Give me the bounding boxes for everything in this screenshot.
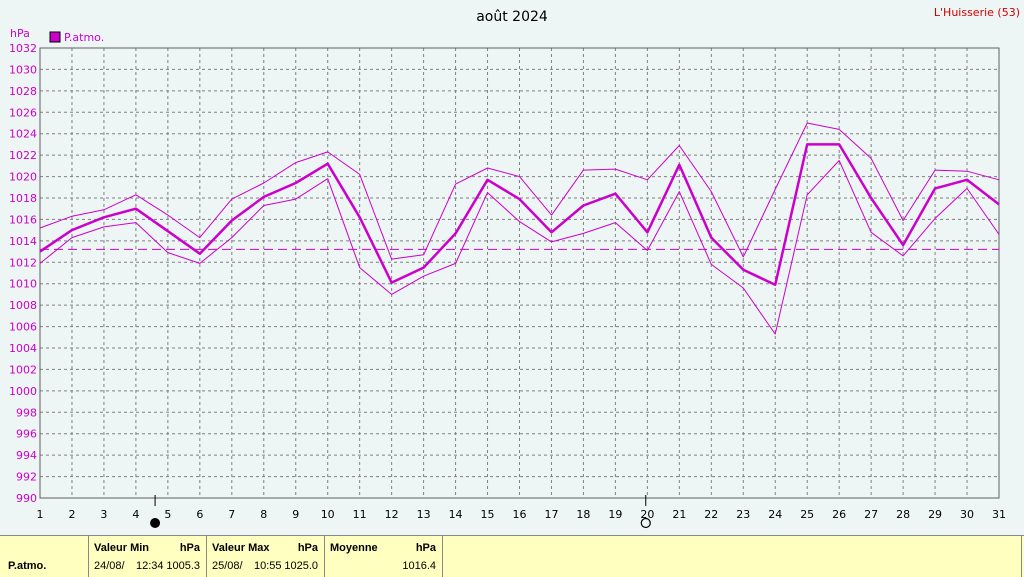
y-tick-label: 1026 xyxy=(9,106,37,119)
stats-min-unit: hPa xyxy=(179,542,200,554)
x-tick-label: 1 xyxy=(37,508,44,521)
x-tick-label: 29 xyxy=(928,508,942,521)
y-tick-label: 990 xyxy=(16,492,37,505)
x-tick-label: 28 xyxy=(896,508,910,521)
series-line-mean xyxy=(39,143,1000,287)
stats-max-label: Valeur Max xyxy=(212,542,270,554)
x-tick-label: 17 xyxy=(544,508,558,521)
y-tick-label: 1004 xyxy=(9,342,37,355)
stats-max-cell: Valeur Max hPa 25/08/ 10:55 1025.0 xyxy=(206,536,324,577)
x-tick-label: 16 xyxy=(513,508,527,521)
station-name: L'Huisserie (53) xyxy=(934,6,1020,19)
stats-max-date: 25/08/ xyxy=(212,560,243,572)
y-axis-unit: hPa xyxy=(10,27,30,40)
y-tick-label: 1030 xyxy=(9,63,37,76)
x-tick-label: 7 xyxy=(228,508,235,521)
x-tick-label: 21 xyxy=(672,508,686,521)
series-line-max xyxy=(39,122,1000,260)
stats-min-label: Valeur Min xyxy=(94,542,150,554)
x-tick-label: 10 xyxy=(321,508,335,521)
x-tick-label: 4 xyxy=(132,508,139,521)
stats-mean-label: Moyenne xyxy=(330,542,378,554)
stats-series-label: P.atmo. xyxy=(8,560,47,572)
x-tick-label: 18 xyxy=(576,508,590,521)
y-tick-label: 1008 xyxy=(9,299,37,312)
y-tick-label: 992 xyxy=(16,471,37,484)
y-tick-label: 1014 xyxy=(9,235,37,248)
y-tick-label: 1022 xyxy=(9,149,37,162)
full-moon-icon xyxy=(640,517,651,529)
y-tick-label: 1028 xyxy=(9,85,37,98)
legend-label: P.atmo. xyxy=(64,31,104,44)
x-tick-label: 15 xyxy=(481,508,495,521)
pressure-chart: août 2024 L'Huisserie (53) hPa P.atmo. 9… xyxy=(9,6,1020,529)
plot-area: 9909929949969981000100210041006100810101… xyxy=(9,42,1006,529)
series-line-min xyxy=(39,160,1000,335)
x-tick-label: 2 xyxy=(68,508,75,521)
y-tick-label: 1024 xyxy=(9,128,37,141)
x-tick-label: 6 xyxy=(196,508,203,521)
stats-mean-cell: Moyenne hPa 1016.4 xyxy=(324,536,442,577)
stats-empty-cell xyxy=(442,536,1022,577)
stats-min-date: 24/08/ xyxy=(94,560,125,572)
new-moon-icon xyxy=(150,518,161,528)
y-tick-label: 1016 xyxy=(9,213,37,226)
stats-max-time: 10:55 xyxy=(254,560,282,572)
x-tick-label: 27 xyxy=(864,508,878,521)
stats-min-cell: Valeur Min hPa 24/08/ 12:34 1005.3 xyxy=(88,536,206,577)
x-tick-label: 26 xyxy=(832,508,846,521)
y-tick-label: 1006 xyxy=(9,321,37,334)
stats-panel: P.atmo. Valeur Min hPa 24/08/ 12:34 1005… xyxy=(0,535,1024,577)
x-tick-label: 14 xyxy=(449,508,463,521)
y-tick-label: 1012 xyxy=(9,256,37,269)
y-tick-label: 1000 xyxy=(9,385,37,398)
y-tick-label: 1032 xyxy=(9,42,37,55)
y-tick-label: 998 xyxy=(16,406,37,419)
chart-title: août 2024 xyxy=(476,9,548,25)
x-tick-label: 24 xyxy=(768,508,782,521)
stats-mean-value: 1016.4 xyxy=(402,560,436,572)
x-tick-label: 9 xyxy=(292,508,299,521)
y-tick-label: 996 xyxy=(16,428,37,441)
y-tick-label: 1020 xyxy=(9,171,37,184)
x-tick-label: 5 xyxy=(164,508,171,521)
y-tick-label: 1010 xyxy=(9,278,37,291)
stats-max-value: 1025.0 xyxy=(284,560,318,572)
stats-max-unit: hPa xyxy=(297,542,318,554)
x-tick-label: 20 xyxy=(640,508,654,521)
y-tick-label: 1002 xyxy=(9,363,37,376)
x-tick-label: 11 xyxy=(353,508,367,521)
stats-min-value: 1005.3 xyxy=(166,560,200,572)
y-tick-label: 1018 xyxy=(9,192,37,205)
x-tick-label: 25 xyxy=(800,508,814,521)
x-tick-label: 23 xyxy=(736,508,750,521)
stats-mean-unit: hPa xyxy=(415,542,436,554)
x-tick-label: 3 xyxy=(100,508,107,521)
x-tick-label: 13 xyxy=(417,508,431,521)
stats-min-time: 12:34 xyxy=(136,560,164,572)
legend-swatch xyxy=(49,31,61,43)
x-tick-label: 19 xyxy=(608,508,622,521)
x-tick-label: 12 xyxy=(385,508,399,521)
x-tick-label: 30 xyxy=(960,508,974,521)
x-tick-label: 8 xyxy=(260,508,267,521)
y-tick-label: 994 xyxy=(16,449,37,462)
x-tick-label: 22 xyxy=(704,508,718,521)
x-tick-label: 31 xyxy=(992,508,1006,521)
plot-border xyxy=(39,47,1000,499)
